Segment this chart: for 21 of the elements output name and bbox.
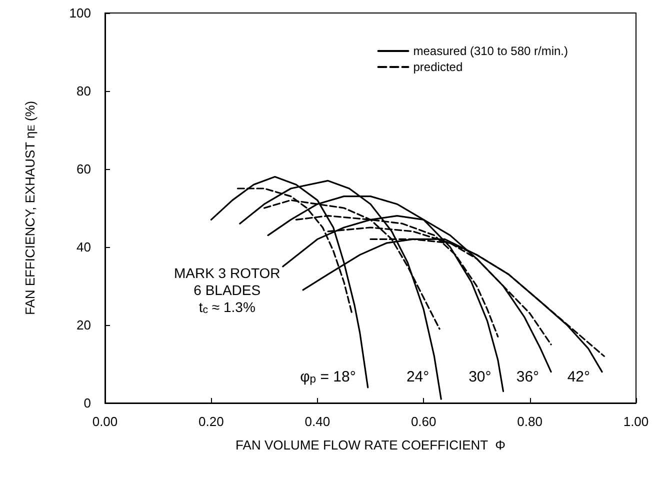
x-tick-label: 0.40 xyxy=(304,414,330,429)
y-tick-label: 60 xyxy=(76,162,91,176)
annotation: 30° xyxy=(468,368,492,386)
x-tick-label: 0.20 xyxy=(198,414,224,429)
y-tick-label: 100 xyxy=(69,6,91,20)
x-tick-label: 1.00 xyxy=(623,414,649,429)
y-tick-label: 20 xyxy=(76,318,91,332)
annotation: 42° xyxy=(567,368,590,386)
y-tick-label: 80 xyxy=(76,84,91,98)
y-axis-title: FAN EFFICIENCY, EXHAUST ηE (%) xyxy=(22,100,38,316)
legend-label: predicted xyxy=(413,60,463,74)
y-tick-label: 40 xyxy=(76,240,91,254)
x-tick-label: 0.60 xyxy=(410,414,436,429)
x-tick-label: 0.80 xyxy=(517,414,542,429)
x-tick-label: 0.00 xyxy=(92,414,118,429)
x-axis-title: FAN VOLUME FLOW RATE COEFFICIENT Φ xyxy=(236,438,506,452)
annotation: 24° xyxy=(406,368,430,386)
legend-label: measured (310 to 580 r/min.) xyxy=(413,44,568,58)
annotation: 36° xyxy=(516,368,540,386)
y-tick-label: 0 xyxy=(84,396,91,410)
annotation: φp = 18° xyxy=(300,368,356,386)
